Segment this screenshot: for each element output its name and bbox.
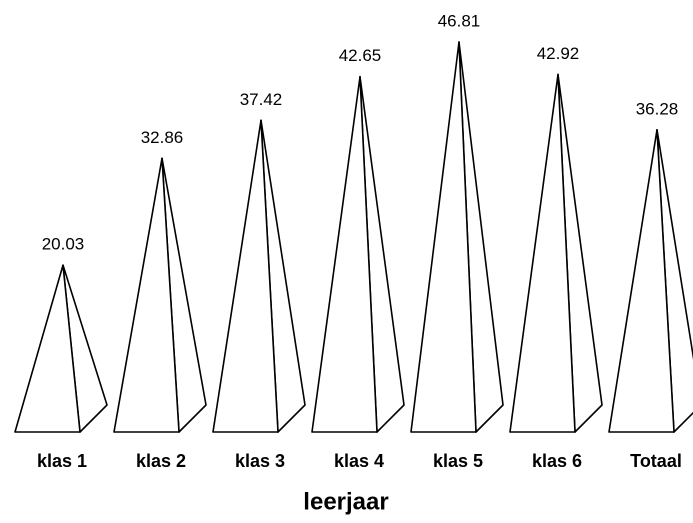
pyramid-face — [509, 73, 576, 433]
value-label: 32.86 — [141, 128, 184, 147]
pyramid-face — [14, 264, 81, 433]
x-tick-label: klas 3 — [235, 451, 285, 471]
pyramid — [608, 128, 693, 433]
value-label: 42.92 — [537, 44, 580, 63]
x-tick-label: klas 6 — [532, 451, 582, 471]
pyramid-face — [608, 128, 675, 433]
value-label: 20.03 — [42, 235, 85, 254]
pyramid-face — [212, 119, 279, 433]
pyramid-face — [113, 157, 180, 433]
value-label: 42.65 — [339, 46, 382, 65]
pyramid-face — [410, 41, 477, 433]
x-tick-label: klas 5 — [433, 451, 483, 471]
pyramid-face — [311, 75, 378, 433]
value-label: 46.81 — [438, 12, 481, 31]
pyramid — [212, 119, 306, 433]
x-tick-label: klas 1 — [37, 451, 87, 471]
x-axis-label: leerjaar — [303, 488, 388, 515]
x-tick-label: klas 4 — [334, 451, 384, 471]
pyramid — [113, 157, 207, 433]
pyramid — [509, 73, 603, 433]
value-label: 37.42 — [240, 90, 283, 109]
pyramid — [410, 41, 504, 433]
value-label: 36.28 — [636, 99, 679, 118]
pyramid — [14, 264, 108, 433]
x-tick-label: klas 2 — [136, 451, 186, 471]
pyramid — [311, 75, 405, 433]
x-tick-label: Totaal — [630, 451, 682, 471]
